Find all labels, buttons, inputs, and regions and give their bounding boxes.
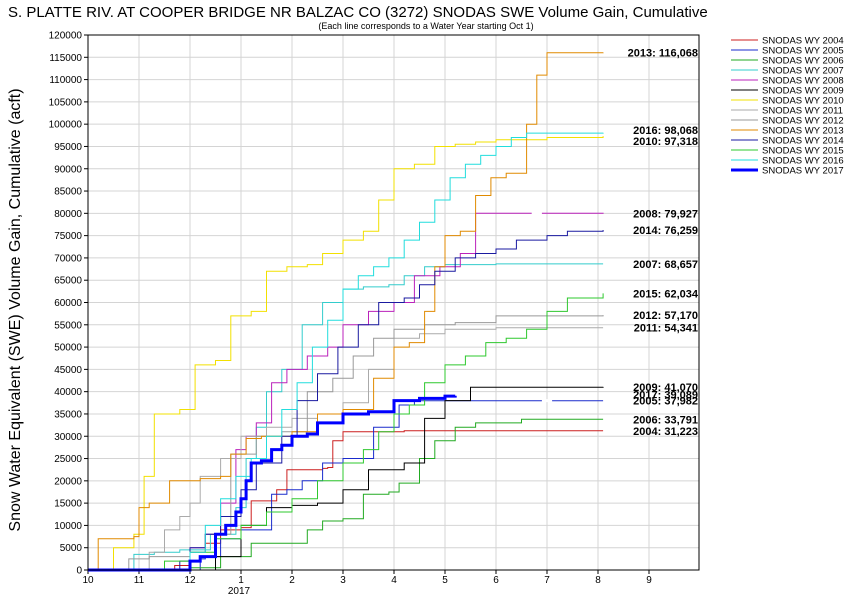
x-tick-label: 1 — [238, 575, 244, 586]
end-label: 2005: 37,982 — [633, 396, 698, 408]
y-tick-label: 10000 — [54, 521, 82, 532]
y-tick-label: 105000 — [49, 97, 83, 108]
legend-label: SNODAS WY 2006 — [762, 56, 844, 67]
legend-label: SNODAS WY 2005 — [762, 46, 844, 57]
legend-label: SNODAS WY 2015 — [762, 146, 844, 157]
x-tick-label: 10 — [82, 575, 94, 586]
end-label: 2007: 68,657 — [633, 259, 698, 271]
legend-label: SNODAS WY 2007 — [762, 66, 844, 77]
y-tick-label: 85000 — [54, 187, 82, 198]
y-tick-label: 40000 — [54, 387, 82, 398]
legend-label: SNODAS WY 2014 — [762, 136, 844, 147]
legend-label: SNODAS WY 2011 — [762, 106, 843, 117]
series-line-snodas-wy-2007 — [88, 263, 604, 571]
legend-label: SNODAS WY 2010 — [762, 96, 844, 107]
x-tick-label: 11 — [134, 575, 145, 586]
end-label: 2015: 62,034 — [633, 288, 699, 300]
series-line-snodas-wy-2017 — [88, 394, 457, 572]
legend-label: SNODAS WY 2012 — [762, 116, 844, 127]
x-tick-label: 3 — [340, 575, 346, 586]
y-tick-label: 65000 — [54, 276, 82, 287]
y-tick-label: 95000 — [54, 142, 82, 153]
series-line-snodas-wy-2016 — [88, 132, 604, 571]
y-tick-label: 20000 — [54, 476, 82, 487]
legend-label: SNODAS WY 2016 — [762, 156, 844, 167]
series-line-snodas-wy-2015 — [88, 293, 604, 571]
y-tick-label: 70000 — [54, 253, 82, 264]
y-tick-label: 50000 — [54, 343, 82, 354]
y-tick-label: 30000 — [54, 432, 82, 443]
end-label: 2010: 97,318 — [633, 136, 698, 148]
chart-title: S. PLATTE RIV. AT COOPER BRIDGE NR BALZA… — [8, 4, 708, 21]
series-line-snodas-wy-2004 — [88, 430, 604, 571]
y-tick-label: 0 — [76, 566, 82, 577]
x-tick-label: 2 — [289, 575, 295, 586]
series-lines — [88, 52, 604, 572]
y-tick-label: 25000 — [54, 454, 82, 465]
x-year-label: 2017 — [228, 586, 251, 597]
x-tick-label: 12 — [184, 575, 196, 586]
series-line-snodas-wy-2013 — [88, 52, 604, 571]
y-tick-label: 120000 — [49, 31, 83, 42]
y-tick-label: 5000 — [60, 543, 83, 554]
end-label: 2012: 57,170 — [633, 310, 698, 322]
end-label: 2013: 116,068 — [628, 48, 698, 60]
series-line-snodas-wy-2005 — [88, 400, 604, 571]
axis-ticks: 0 5000 10000 15000 20000 25000 30000 35000 40000… — [49, 31, 653, 587]
legend-label: SNODAS WY 2004 — [762, 36, 844, 47]
end-label: 2017: 39,089 — [633, 390, 698, 402]
x-tick-label: 4 — [391, 575, 397, 586]
end-label: 2016: 98,068 — [633, 125, 698, 137]
x-tick-label: 9 — [646, 575, 652, 586]
legend-label: SNODAS WY 2013 — [762, 126, 844, 137]
end-label: 2009: 41,070 — [633, 382, 698, 394]
y-axis-label: Snow Water Equivalent (SWE) Volume Gain,… — [7, 88, 24, 531]
x-tick-label: 7 — [544, 575, 550, 586]
y-tick-label: 115000 — [49, 53, 82, 64]
y-tick-label: 60000 — [54, 298, 82, 309]
series-line-snodas-wy-2012 — [88, 315, 604, 571]
end-label: 2006: 33,791 — [633, 414, 698, 426]
series-line-snodas-wy-2011 — [88, 327, 604, 571]
y-tick-label: 80000 — [54, 209, 82, 220]
series-line-snodas-wy-2014 — [88, 230, 604, 571]
y-tick-label: 75000 — [54, 231, 82, 242]
end-label: 2011: 54,341 — [634, 323, 698, 335]
series-line-snodas-wy-2010 — [88, 136, 604, 571]
x-tick-label: 5 — [442, 575, 448, 586]
series-line-snodas-wy-2009 — [88, 386, 604, 571]
end-label: 2014: 76,259 — [633, 225, 698, 237]
y-tick-label: 35000 — [54, 409, 82, 420]
legend-label: SNODAS WY 2009 — [762, 86, 844, 97]
y-tick-label: 110000 — [49, 75, 82, 86]
chart-subtitle: (Each line corresponds to a Water Year s… — [318, 21, 533, 31]
legend-label: SNODAS WY 2017 — [762, 166, 844, 177]
x-tick-label: 6 — [493, 575, 499, 586]
end-labels: 2004: 31,223 2005: 37,982 2006: 33,791 2007… — [628, 48, 699, 438]
y-tick-label: 15000 — [54, 499, 82, 510]
y-tick-label: 100000 — [49, 120, 83, 131]
x-tick-label: 8 — [595, 575, 601, 586]
y-tick-label: 45000 — [54, 365, 82, 376]
end-label: 2008: 79,927 — [633, 209, 698, 221]
y-tick-label: 55000 — [54, 320, 82, 331]
y-tick-label: 90000 — [54, 164, 82, 175]
end-label: 2004: 31,223 — [633, 426, 698, 438]
legend-label: SNODAS WY 2008 — [762, 76, 844, 87]
plot-frame — [87, 34, 700, 571]
